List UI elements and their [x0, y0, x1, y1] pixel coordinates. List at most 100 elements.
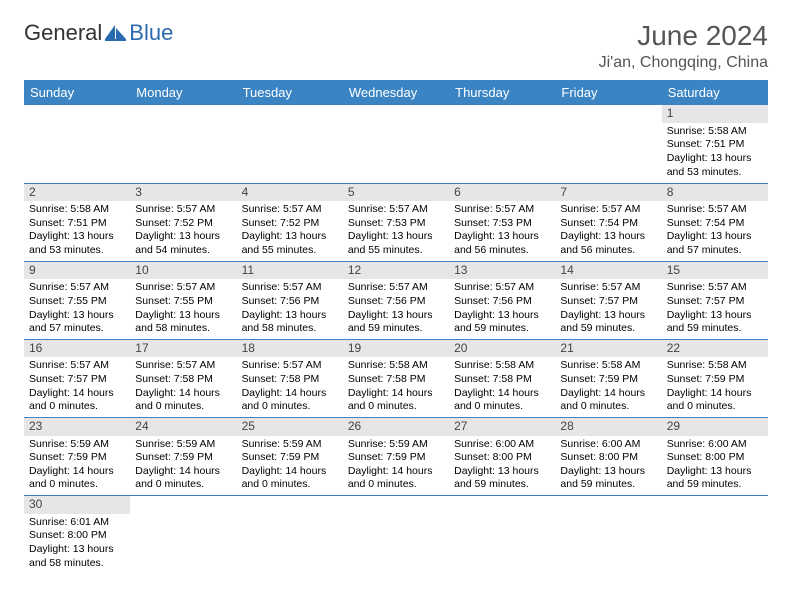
calendar-cell: 12Sunrise: 5:57 AMSunset: 7:56 PMDayligh…: [343, 261, 449, 339]
day-details: Sunrise: 5:57 AMSunset: 7:53 PMDaylight:…: [343, 201, 449, 261]
day-details: Sunrise: 5:58 AMSunset: 7:59 PMDaylight:…: [662, 357, 768, 417]
calendar-cell: 8Sunrise: 5:57 AMSunset: 7:54 PMDaylight…: [662, 183, 768, 261]
calendar-cell: 27Sunrise: 6:00 AMSunset: 8:00 PMDayligh…: [449, 417, 555, 495]
calendar-cell: 23Sunrise: 5:59 AMSunset: 7:59 PMDayligh…: [24, 417, 130, 495]
day-details: Sunrise: 5:58 AMSunset: 7:58 PMDaylight:…: [343, 357, 449, 417]
day-details: Sunrise: 5:57 AMSunset: 7:56 PMDaylight:…: [343, 279, 449, 339]
calendar-cell: 21Sunrise: 5:58 AMSunset: 7:59 PMDayligh…: [555, 339, 661, 417]
calendar-cell: 22Sunrise: 5:58 AMSunset: 7:59 PMDayligh…: [662, 339, 768, 417]
weekday-header: Wednesday: [343, 80, 449, 105]
calendar-cell: 19Sunrise: 5:58 AMSunset: 7:58 PMDayligh…: [343, 339, 449, 417]
calendar-cell: [343, 105, 449, 183]
sail-icon: [105, 25, 127, 41]
logo-text-1: General: [24, 20, 102, 46]
calendar-cell: [449, 496, 555, 574]
calendar-cell: 5Sunrise: 5:57 AMSunset: 7:53 PMDaylight…: [343, 183, 449, 261]
weekday-header: Tuesday: [237, 80, 343, 105]
day-number: 17: [130, 340, 236, 358]
weekday-header: Saturday: [662, 80, 768, 105]
calendar-cell: [449, 105, 555, 183]
calendar-cell: 10Sunrise: 5:57 AMSunset: 7:55 PMDayligh…: [130, 261, 236, 339]
day-details: Sunrise: 5:57 AMSunset: 7:57 PMDaylight:…: [24, 357, 130, 417]
calendar-cell: 25Sunrise: 5:59 AMSunset: 7:59 PMDayligh…: [237, 417, 343, 495]
calendar-cell: 18Sunrise: 5:57 AMSunset: 7:58 PMDayligh…: [237, 339, 343, 417]
day-details: Sunrise: 5:58 AMSunset: 7:58 PMDaylight:…: [449, 357, 555, 417]
calendar-body: 1Sunrise: 5:58 AMSunset: 7:51 PMDaylight…: [24, 105, 768, 574]
calendar-cell: 1Sunrise: 5:58 AMSunset: 7:51 PMDaylight…: [662, 105, 768, 183]
calendar-cell: 3Sunrise: 5:57 AMSunset: 7:52 PMDaylight…: [130, 183, 236, 261]
day-details: Sunrise: 6:00 AMSunset: 8:00 PMDaylight:…: [555, 436, 661, 496]
day-details: Sunrise: 5:57 AMSunset: 7:54 PMDaylight:…: [555, 201, 661, 261]
calendar-cell: [237, 105, 343, 183]
day-number: 11: [237, 262, 343, 280]
day-number: 25: [237, 418, 343, 436]
weekday-header: Monday: [130, 80, 236, 105]
location: Ji'an, Chongqing, China: [599, 54, 768, 72]
title-block: June 2024 Ji'an, Chongqing, China: [599, 20, 768, 72]
calendar-cell: 26Sunrise: 5:59 AMSunset: 7:59 PMDayligh…: [343, 417, 449, 495]
day-number: 16: [24, 340, 130, 358]
day-details: Sunrise: 5:57 AMSunset: 7:52 PMDaylight:…: [237, 201, 343, 261]
calendar-cell: [343, 496, 449, 574]
day-number: 19: [343, 340, 449, 358]
calendar-cell: [24, 105, 130, 183]
day-details: Sunrise: 6:00 AMSunset: 8:00 PMDaylight:…: [662, 436, 768, 496]
header: General Blue June 2024 Ji'an, Chongqing,…: [24, 20, 768, 72]
day-details: Sunrise: 6:01 AMSunset: 8:00 PMDaylight:…: [24, 514, 130, 574]
day-details: Sunrise: 5:57 AMSunset: 7:54 PMDaylight:…: [662, 201, 768, 261]
day-number: 29: [662, 418, 768, 436]
calendar-cell: 9Sunrise: 5:57 AMSunset: 7:55 PMDaylight…: [24, 261, 130, 339]
day-details: Sunrise: 5:59 AMSunset: 7:59 PMDaylight:…: [343, 436, 449, 496]
day-number: 23: [24, 418, 130, 436]
day-details: Sunrise: 5:58 AMSunset: 7:51 PMDaylight:…: [662, 123, 768, 183]
day-details: Sunrise: 5:57 AMSunset: 7:58 PMDaylight:…: [237, 357, 343, 417]
day-number: 15: [662, 262, 768, 280]
calendar-cell: 7Sunrise: 5:57 AMSunset: 7:54 PMDaylight…: [555, 183, 661, 261]
logo: General Blue: [24, 20, 173, 46]
day-number: 26: [343, 418, 449, 436]
day-number: 22: [662, 340, 768, 358]
calendar-cell: 11Sunrise: 5:57 AMSunset: 7:56 PMDayligh…: [237, 261, 343, 339]
day-details: Sunrise: 5:59 AMSunset: 7:59 PMDaylight:…: [130, 436, 236, 496]
day-number: 20: [449, 340, 555, 358]
weekday-header: Friday: [555, 80, 661, 105]
calendar-cell: 30Sunrise: 6:01 AMSunset: 8:00 PMDayligh…: [24, 496, 130, 574]
calendar-cell: [130, 105, 236, 183]
calendar-cell: 13Sunrise: 5:57 AMSunset: 7:56 PMDayligh…: [449, 261, 555, 339]
calendar-cell: [130, 496, 236, 574]
day-details: Sunrise: 5:57 AMSunset: 7:58 PMDaylight:…: [130, 357, 236, 417]
calendar-cell: [555, 105, 661, 183]
day-number: 8: [662, 184, 768, 202]
day-number: 14: [555, 262, 661, 280]
day-number: 3: [130, 184, 236, 202]
day-number: 28: [555, 418, 661, 436]
calendar-head: SundayMondayTuesdayWednesdayThursdayFrid…: [24, 80, 768, 105]
logo-text-2: Blue: [129, 20, 173, 46]
day-number: 2: [24, 184, 130, 202]
day-details: Sunrise: 5:57 AMSunset: 7:56 PMDaylight:…: [237, 279, 343, 339]
day-details: Sunrise: 5:57 AMSunset: 7:57 PMDaylight:…: [555, 279, 661, 339]
day-number: 27: [449, 418, 555, 436]
calendar-cell: 16Sunrise: 5:57 AMSunset: 7:57 PMDayligh…: [24, 339, 130, 417]
day-number: 30: [24, 496, 130, 514]
day-details: Sunrise: 6:00 AMSunset: 8:00 PMDaylight:…: [449, 436, 555, 496]
calendar-cell: [237, 496, 343, 574]
day-details: Sunrise: 5:59 AMSunset: 7:59 PMDaylight:…: [24, 436, 130, 496]
calendar-cell: 4Sunrise: 5:57 AMSunset: 7:52 PMDaylight…: [237, 183, 343, 261]
day-number: 18: [237, 340, 343, 358]
day-number: 12: [343, 262, 449, 280]
calendar-cell: 15Sunrise: 5:57 AMSunset: 7:57 PMDayligh…: [662, 261, 768, 339]
day-details: Sunrise: 5:57 AMSunset: 7:55 PMDaylight:…: [130, 279, 236, 339]
calendar-cell: 20Sunrise: 5:58 AMSunset: 7:58 PMDayligh…: [449, 339, 555, 417]
calendar-cell: 28Sunrise: 6:00 AMSunset: 8:00 PMDayligh…: [555, 417, 661, 495]
day-number: 10: [130, 262, 236, 280]
calendar-cell: 17Sunrise: 5:57 AMSunset: 7:58 PMDayligh…: [130, 339, 236, 417]
day-details: Sunrise: 5:58 AMSunset: 7:59 PMDaylight:…: [555, 357, 661, 417]
month-title: June 2024: [599, 20, 768, 52]
calendar-cell: [555, 496, 661, 574]
day-number: 1: [662, 105, 768, 123]
day-details: Sunrise: 5:57 AMSunset: 7:53 PMDaylight:…: [449, 201, 555, 261]
calendar-cell: 6Sunrise: 5:57 AMSunset: 7:53 PMDaylight…: [449, 183, 555, 261]
calendar-cell: 2Sunrise: 5:58 AMSunset: 7:51 PMDaylight…: [24, 183, 130, 261]
day-details: Sunrise: 5:58 AMSunset: 7:51 PMDaylight:…: [24, 201, 130, 261]
